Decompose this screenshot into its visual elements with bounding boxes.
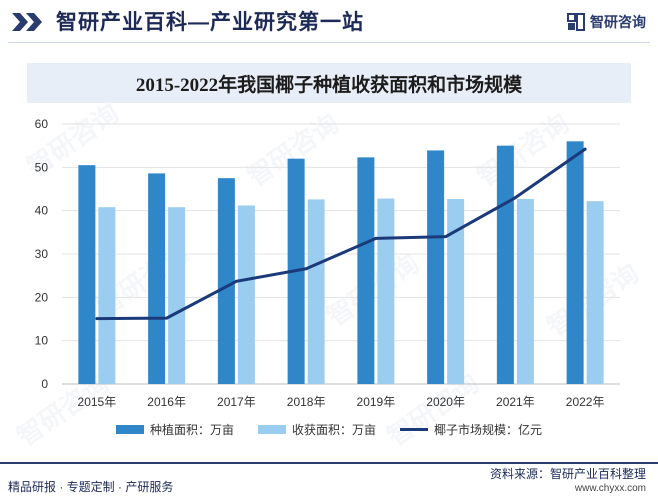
legend-label-market: 椰子市场规模：亿元 <box>434 422 543 437</box>
x-tick-label: 2021年 <box>496 395 535 409</box>
footer-tagline: 精品研报 · 专题定制 · 产研服务 <box>8 480 174 494</box>
chart-title-band: 2015-2022年我国椰子种植收获面积和市场规模 <box>27 63 631 103</box>
point-market-size <box>374 236 378 240</box>
chart-plot: 0 10 20 30 40 50 60 2015年 2016年 2017年 2018年 2019年 20… <box>35 117 620 409</box>
legend-swatch-harvested <box>257 424 286 434</box>
chevron-marks-icon <box>12 13 42 31</box>
x-tick-label: 2020年 <box>426 395 465 409</box>
bar-harvested-area <box>98 207 116 384</box>
brand-name: 智研咨询 <box>590 14 646 30</box>
footer-source: 资料来源：智研产业百科整理 <box>489 467 646 481</box>
y-tick-label: 50 <box>35 160 49 174</box>
bar-harvested-area <box>168 207 186 384</box>
legend-label-harvested: 收获面积：万亩 <box>291 422 376 437</box>
header-title: 智研产业百科—产业研究第一站 <box>56 11 364 34</box>
header-divider <box>8 42 650 43</box>
x-tick-label: 2015年 <box>78 395 117 409</box>
chart-legend: 种植面积：万亩 收获面积：万亩 椰子市场规模：亿元 <box>0 420 658 438</box>
legend-item-harvested: 收获面积：万亩 <box>257 421 376 438</box>
y-tick-label: 40 <box>35 204 49 218</box>
footer-divider <box>0 462 658 464</box>
bar-planted-area <box>357 157 375 384</box>
legend-swatch-market <box>400 427 428 431</box>
legend-swatch-planted <box>115 424 144 434</box>
bar-harvested-area <box>447 198 465 384</box>
bar-harvested-area <box>307 199 325 384</box>
y-tick-label: 20 <box>35 290 49 304</box>
bar-harvested-area <box>377 198 395 384</box>
point-market-size <box>95 317 99 321</box>
y-tick-label: 0 <box>41 377 48 391</box>
footer-url[interactable]: www.chyxx.com <box>574 483 646 494</box>
point-market-size <box>165 316 169 320</box>
x-tick-label: 2022年 <box>566 395 605 409</box>
zhiyan-logo-icon <box>567 13 585 31</box>
bar-planted-area <box>217 178 235 384</box>
bar-planted-area <box>427 150 445 384</box>
bar-planted-area <box>566 141 584 384</box>
point-market-size <box>304 267 308 271</box>
bar-planted-area <box>148 173 166 384</box>
bar-harvested-area <box>516 198 534 384</box>
y-tick-label: 60 <box>35 117 49 131</box>
bar-planted-area <box>78 165 96 384</box>
line-market-size <box>96 147 586 321</box>
y-tick-label: 30 <box>35 247 49 261</box>
x-tick-label: 2016年 <box>147 395 186 409</box>
brand[interactable]: 智研咨询 <box>567 12 646 32</box>
legend-item-market: 椰子市场规模：亿元 <box>400 421 542 438</box>
x-tick-label: 2018年 <box>287 395 326 409</box>
chart-title: 2015-2022年我国椰子种植收获面积和市场规模 <box>135 74 523 96</box>
point-market-size <box>583 147 587 151</box>
bar-harvested-area <box>237 205 255 384</box>
x-tick-label: 2017年 <box>217 395 256 409</box>
x-tick-label: 2019年 <box>357 395 396 409</box>
header: 智研产业百科—产业研究第一站 智研咨询 <box>0 0 658 44</box>
y-tick-label: 10 <box>35 334 49 348</box>
point-market-size <box>234 279 238 283</box>
legend-item-planted: 种植面积：万亩 <box>115 421 234 438</box>
bar-harvested-area <box>586 201 604 384</box>
point-market-size <box>513 196 517 200</box>
point-market-size <box>444 235 448 239</box>
bar-planted-area <box>496 145 514 384</box>
legend-label-planted: 种植面积：万亩 <box>149 422 234 437</box>
